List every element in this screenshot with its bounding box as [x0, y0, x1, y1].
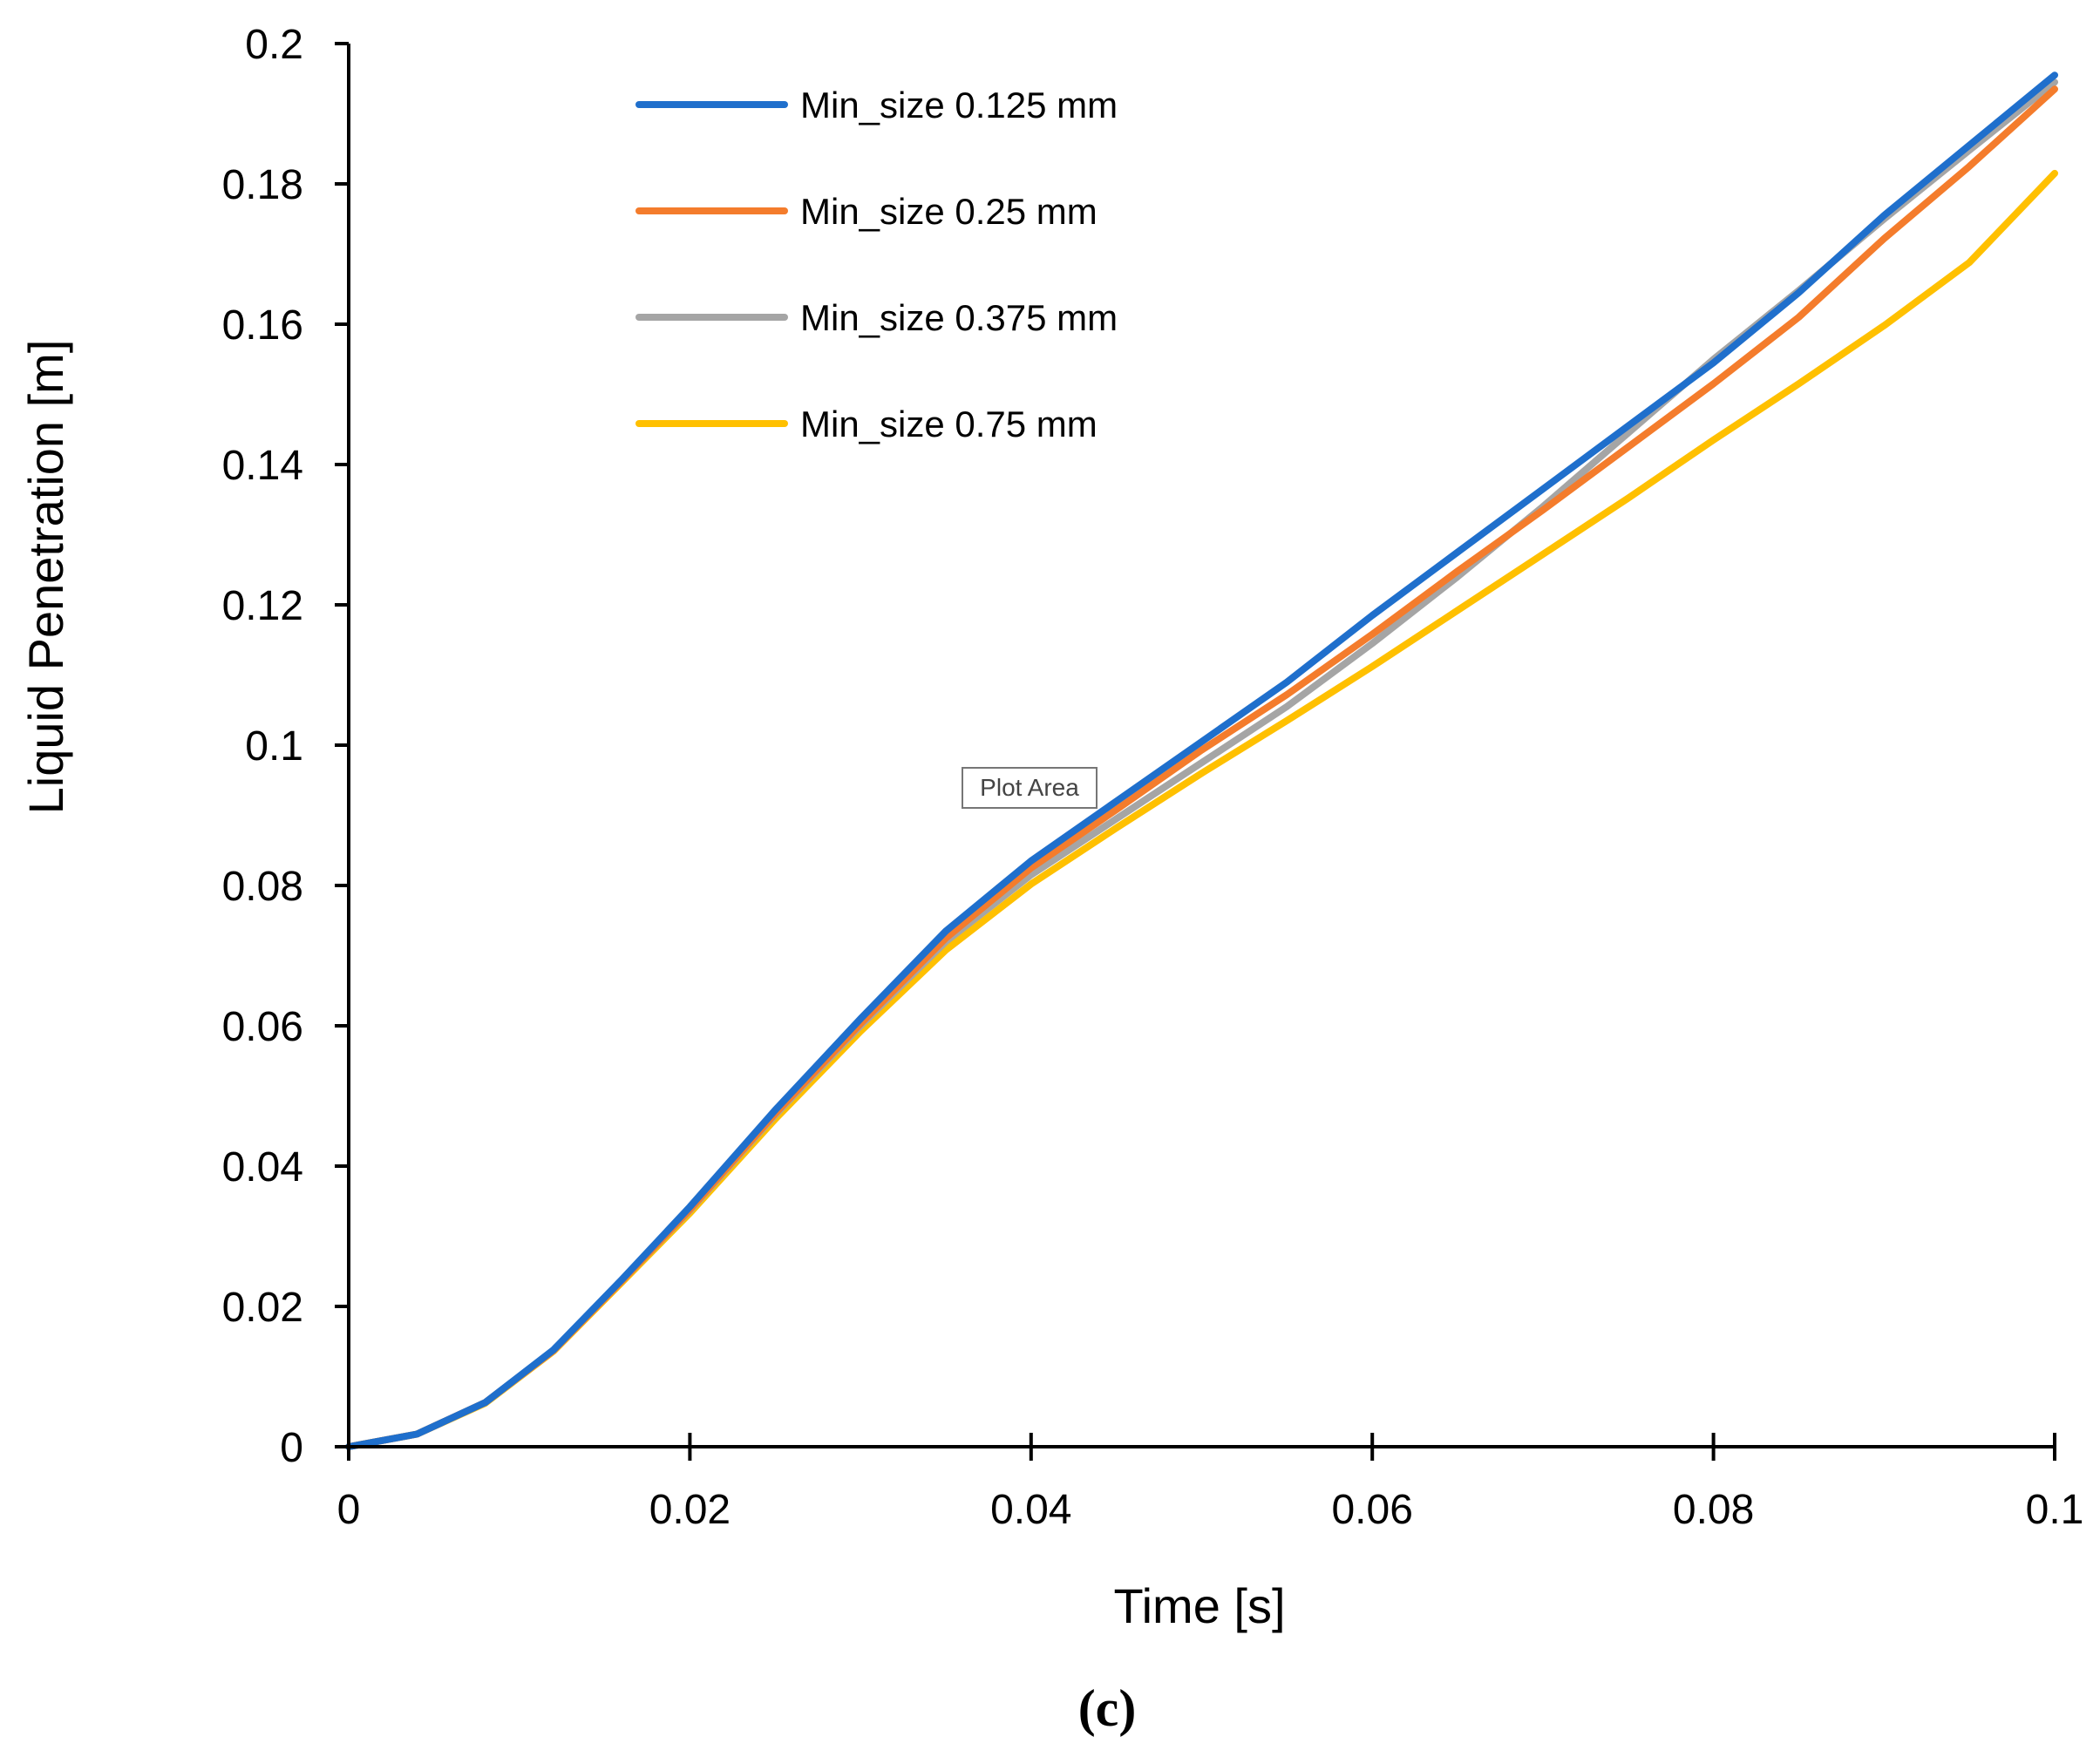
x-tick-label: 0.04 — [990, 1487, 1071, 1533]
x-tick-label: 0.1 — [2026, 1487, 2084, 1533]
ticks: 0 0.02 0.04 0.06 0.08 0.1 0.12 0.14 0.16 0.18 0.2 0… — [222, 22, 2084, 1533]
legend-label-0: Min_size 0.125 mm — [800, 85, 1118, 126]
legend: Min_size 0.125 mm Min_size 0.25 mm Min_siz… — [635, 85, 1118, 444]
y-tick-label: 0.18 — [222, 162, 303, 208]
y-tick-label: 0.08 — [222, 864, 303, 910]
figure-caption: (c) — [1078, 1679, 1137, 1737]
series-layer — [345, 71, 2058, 1450]
y-tick-label: 0.14 — [222, 443, 303, 489]
series-line-0 — [345, 71, 2058, 1450]
y-tick-label: 0.2 — [245, 22, 303, 68]
legend-label-3: Min_size 0.75 mm — [800, 404, 1098, 444]
y-tick-label: 0.06 — [222, 1004, 303, 1050]
y-tick-label: 0.02 — [222, 1285, 303, 1331]
y-tick-label: 0.04 — [222, 1144, 303, 1191]
x-tick-label: 0.06 — [1331, 1487, 1412, 1533]
legend-label-1: Min_size 0.25 mm — [800, 191, 1098, 232]
x-tick-label: 0 — [337, 1487, 361, 1533]
series-line-2 — [345, 78, 2058, 1450]
plot-area-tooltip: Plot Area — [962, 767, 1098, 809]
series-line-3 — [345, 169, 2058, 1450]
y-tick-label: 0 — [280, 1425, 303, 1471]
y-axis-title: Liquid Penetration [m] — [18, 340, 73, 815]
plot-area-tooltip-text: Plot Area — [980, 774, 1079, 801]
y-tick-label: 0.16 — [222, 302, 303, 349]
x-tick-label: 0.08 — [1673, 1487, 1754, 1533]
y-tick-label: 0.1 — [245, 723, 303, 770]
x-axis-title: Time [s] — [1113, 1578, 1285, 1633]
y-tick-label: 0.12 — [222, 583, 303, 629]
legend-label-2: Min_size 0.375 mm — [800, 297, 1118, 338]
x-tick-label: 0.02 — [649, 1487, 731, 1533]
